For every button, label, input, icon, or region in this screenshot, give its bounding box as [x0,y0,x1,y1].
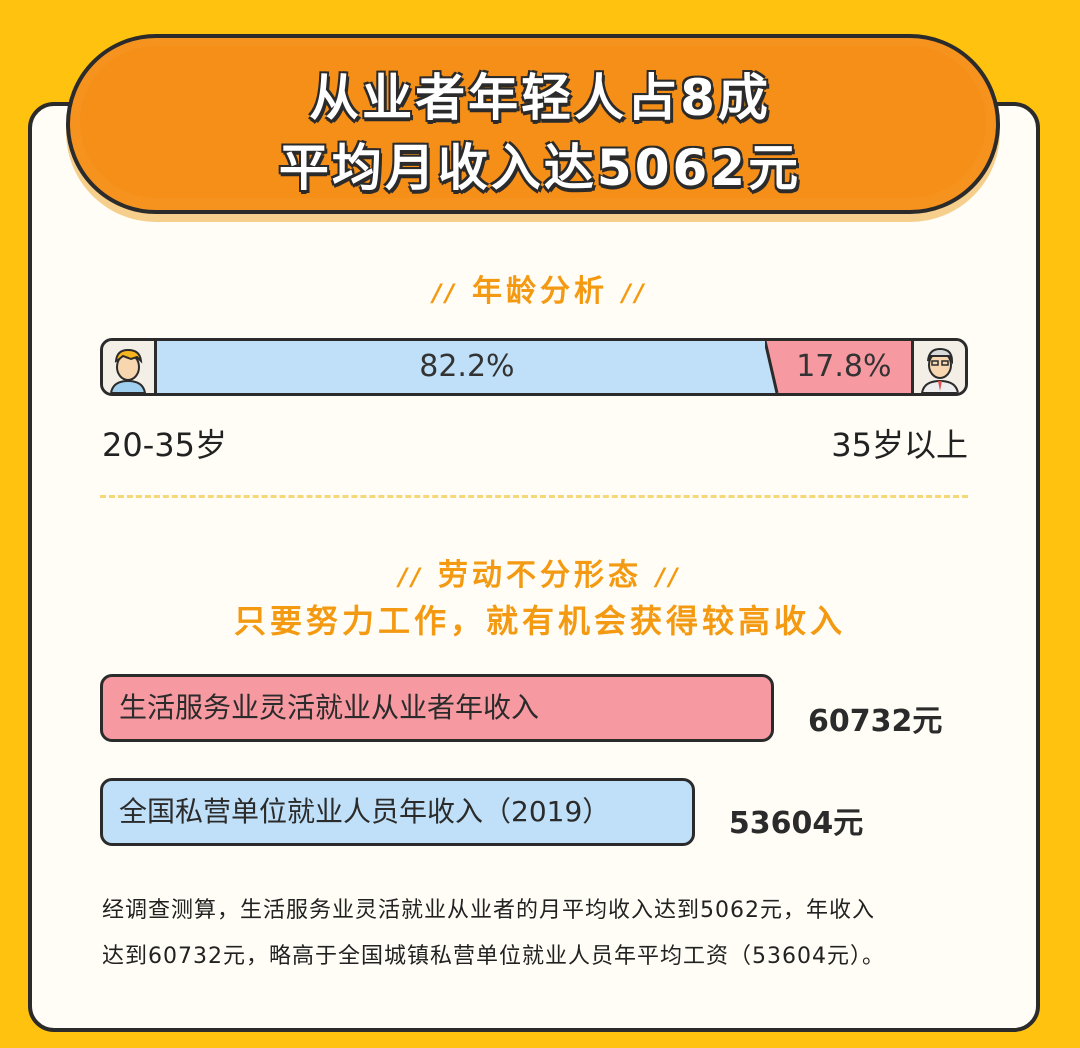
title-banner [66,34,1000,214]
footnote-line-2: 达到60732元，略高于全国城镇私营单位就业人员年平均工资（53604元）。 [102,944,885,969]
age-bar-segment-young [157,341,777,393]
income-heading: 劳动不分形态 [438,558,642,593]
left-slashes: // [432,279,458,307]
income-value-gig: 60732元 [808,704,943,739]
income-heading-row: // 劳动不分形态 // [0,550,1080,594]
older-person-icon [911,341,965,393]
young-person-icon [103,341,157,393]
income-bar-private-label: 全国私营单位就业人员年收入（2019） [119,795,611,828]
age-older-pct-label: 17.8% [796,349,892,384]
age-heading-row: // 年龄分析 // [0,266,1080,310]
age-stacked-bar: 82.2% 17.8% [100,338,968,396]
right-slashes-2: // [656,563,682,591]
section-divider [100,495,968,498]
title-line-2: 平均月收入达5062元 [278,139,802,197]
income-value-private: 53604元 [728,806,864,841]
age-heading: 年龄分析 [472,274,608,309]
income-subheading: 只要努力工作，就有机会获得较高收入 [233,602,846,640]
right-slashes: // [622,279,648,307]
content-card [28,102,1040,1032]
age-young-pct-label: 82.2% [419,349,515,384]
left-slashes-2: // [398,563,424,591]
age-category-young: 20-35岁 [102,426,227,464]
footnote-line-1: 经调查测算，生活服务业灵活就业从业者的月平均收入达到5062元，年收入 [102,898,875,923]
income-bar-gig-workers: 生活服务业灵活就业从业者年收入 [100,674,774,742]
age-category-older: 35岁以上 [831,426,968,464]
age-bar-divider [764,341,785,393]
income-bar-gig-label: 生活服务业灵活就业从业者年收入 [119,691,540,724]
title-line-1: 从业者年轻人占8成 [309,69,771,127]
income-bar-private-sector: 全国私营单位就业人员年收入（2019） [100,778,695,846]
age-bar-segment-older [784,341,911,393]
